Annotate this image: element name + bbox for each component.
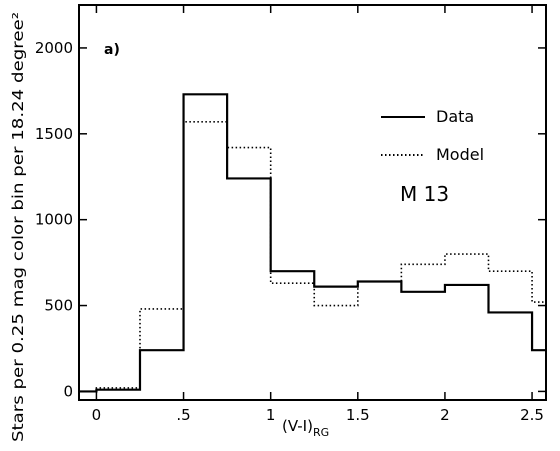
- x-tick-label-2: 2: [440, 406, 450, 424]
- y-tick-label-0: 0: [63, 382, 73, 400]
- cluster-annotation: M 13: [400, 182, 449, 206]
- x-tick-label-2.5: 2.5: [520, 406, 544, 424]
- panel-label: a): [104, 42, 120, 58]
- legend: Data Model: [381, 107, 484, 164]
- x-axis-label-main: (V-I): [282, 417, 313, 435]
- legend-label-data: Data: [436, 107, 474, 126]
- series-line-model: [79, 120, 546, 393]
- x-tick-label-1: 1: [266, 406, 276, 424]
- x-axis-label: (V-I)RG: [282, 417, 329, 439]
- x-tick-label-0: 0: [92, 406, 102, 424]
- y-axis-label: Stars per 0.25 mag color bin per 18.24 d…: [9, 12, 27, 442]
- y-axis-ticks: 0 500 1000 1500 2000: [35, 39, 546, 400]
- x-tick-label-1.5: 1.5: [346, 406, 370, 424]
- y-tick-label-1000: 1000: [35, 211, 73, 229]
- y-tick-label-2000: 2000: [35, 39, 73, 57]
- y-tick-label-1500: 1500: [35, 125, 73, 143]
- series-line-data: [79, 93, 546, 393]
- y-tick-label-500: 500: [44, 297, 73, 315]
- x-axis-ticks: 0 .5 1 1.5 2 2.5: [92, 5, 544, 424]
- x-axis-label-subscript: RG: [313, 426, 329, 439]
- x-tick-label-0.5: .5: [176, 406, 190, 424]
- plot-frame: [78, 4, 547, 401]
- legend-label-model: Model: [436, 145, 484, 164]
- series-layer: [79, 93, 546, 393]
